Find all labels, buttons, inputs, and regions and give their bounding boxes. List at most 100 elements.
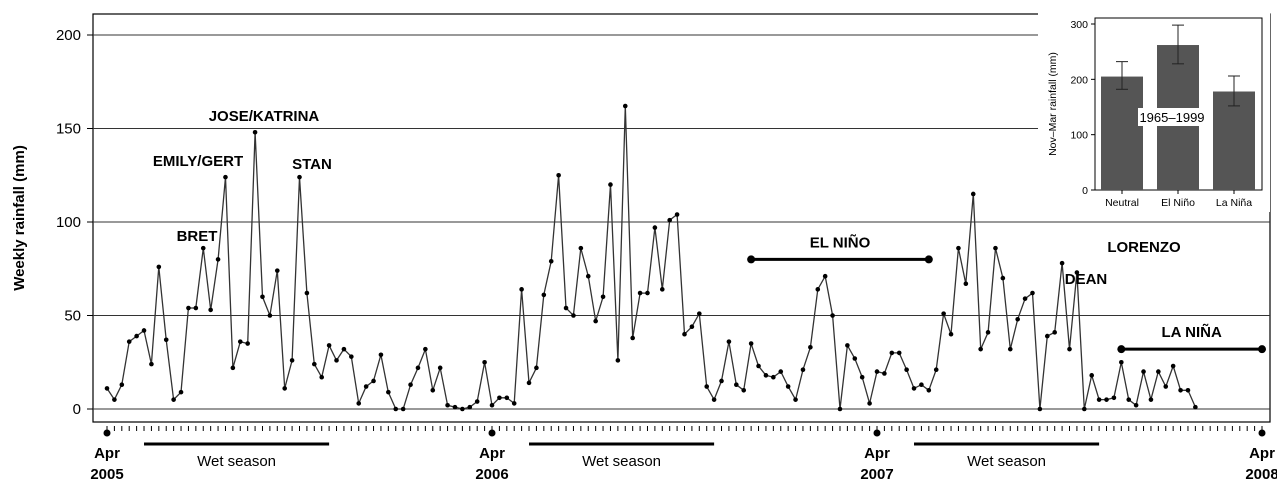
x-tick-month: Apr <box>1249 445 1275 462</box>
rainfall-point <box>896 350 902 356</box>
inset-title-bg <box>1138 108 1208 126</box>
rainfall-point <box>149 361 154 367</box>
rainfall-point <box>637 290 643 296</box>
rainfall-point <box>371 378 376 384</box>
rainfall-point <box>208 307 213 313</box>
rainfall-point <box>386 389 391 395</box>
rainfall-point <box>778 369 784 374</box>
rainfall-point <box>163 337 169 343</box>
rainfall-point <box>800 367 806 373</box>
rainfall-point <box>445 402 450 408</box>
rainfall-point <box>956 245 961 251</box>
rainfall-point <box>859 374 865 380</box>
rainfall-point <box>563 305 569 311</box>
inset-y-tick-label: 300 <box>1070 19 1088 31</box>
x-tick-month: Apr <box>479 445 505 462</box>
rainfall-point <box>948 331 954 337</box>
rainfall-point <box>822 273 828 279</box>
wet-season-label: Wet season <box>197 453 276 470</box>
storm-label: STAN <box>292 156 332 173</box>
rainfall-point <box>630 335 635 341</box>
rainfall-point <box>548 258 554 264</box>
rainfall-point <box>808 344 813 350</box>
wet-season-bars: Wet season Wet season Wet season <box>144 442 1100 470</box>
rainfall-point <box>1178 388 1183 393</box>
rainfall-point <box>1193 404 1198 410</box>
main-y-axis-label: Weekly rainfall (mm) <box>11 145 28 291</box>
rainfall-point <box>126 339 132 344</box>
rainfall-point <box>297 174 302 180</box>
rainfall-point <box>215 257 221 262</box>
rainfall-point <box>1089 373 1095 378</box>
rainfall-point <box>785 384 791 389</box>
rainfall-point <box>682 331 687 337</box>
rainfall-point <box>615 358 621 363</box>
rainfall-point <box>393 406 399 412</box>
rainfall-point <box>245 341 250 346</box>
period-endpoint <box>924 255 933 264</box>
rainfall-point <box>711 397 717 402</box>
inset-category-label: Neutral <box>1105 197 1139 209</box>
major-tick-dot <box>1258 429 1266 437</box>
rainfall-point <box>926 388 932 393</box>
inset-category-label: La Niña <box>1216 197 1252 209</box>
rainfall-point <box>1074 270 1080 275</box>
inset-bar <box>1213 91 1255 190</box>
inset-y-tick-label: 0 <box>1082 185 1088 197</box>
rainfall-point <box>1022 296 1028 301</box>
rainfall-point <box>1015 316 1020 322</box>
enso-periods: EL NIÑO LA NIÑA <box>747 233 1266 354</box>
rainfall-point <box>1007 346 1013 352</box>
rainfall-point <box>237 339 243 344</box>
wet-season-label: Wet season <box>582 453 661 470</box>
rainfall-point <box>400 406 406 412</box>
inset-y-tick-label: 200 <box>1070 74 1088 86</box>
rainfall-line <box>106 106 1196 410</box>
rainfall-point <box>1111 395 1117 401</box>
x-tick-year: 2006 <box>475 466 508 483</box>
rainfall-point <box>1052 330 1057 335</box>
rainfall-point <box>608 182 613 187</box>
rainfall-point <box>748 341 754 346</box>
rainfall-point <box>415 365 421 371</box>
rainfall-point <box>1082 406 1087 412</box>
rainfall-point <box>1044 333 1050 339</box>
rainfall-point <box>593 318 598 324</box>
rainfall-point <box>1067 346 1072 352</box>
main-y-axis: 0 50 100 150 200 <box>56 27 93 418</box>
rainfall-point <box>511 401 517 406</box>
rainfall-point <box>186 305 191 311</box>
rainfall-point <box>274 268 280 273</box>
inset-chart: 0 100 200 300 Neutral El Niño La Niña Nov–Mar… <box>1038 12 1270 212</box>
rainfall-point <box>830 313 835 318</box>
rainfall-point <box>112 397 117 402</box>
rainfall-point <box>719 378 724 384</box>
storm-label: JOSE/KATRINA <box>209 108 320 125</box>
rainfall-point <box>1030 290 1035 296</box>
main-x-minor-ticks <box>106 426 1263 431</box>
rainfall-point <box>319 374 325 380</box>
rainfall-point <box>1104 397 1109 402</box>
major-tick-dot <box>103 429 111 437</box>
rainfall-point <box>941 311 946 316</box>
rainfall-point <box>252 129 258 135</box>
rainfall-point <box>882 371 887 376</box>
rainfall-point <box>933 367 939 373</box>
main-x-axis: Apr 2005 Apr 2006 Apr 2007 Apr 2008 <box>90 429 1277 483</box>
rainfall-point <box>541 292 547 298</box>
rainfall-point <box>963 281 969 287</box>
rainfall-point <box>1148 397 1154 402</box>
rainfall-point <box>867 401 872 406</box>
rainfall-point <box>1133 402 1139 408</box>
rainfall-point <box>326 343 332 348</box>
rainfall-point <box>763 373 769 378</box>
x-tick-year: 2005 <box>90 466 123 483</box>
rainfall-point <box>156 264 162 270</box>
rainfall-point <box>141 328 147 333</box>
major-tick-dot <box>873 429 881 437</box>
main-y-tick-label: 200 <box>56 27 81 44</box>
rainfall-point <box>734 382 739 387</box>
period-endpoint <box>747 255 756 264</box>
rainfall-point <box>312 361 317 367</box>
rainfall-point <box>793 397 798 402</box>
